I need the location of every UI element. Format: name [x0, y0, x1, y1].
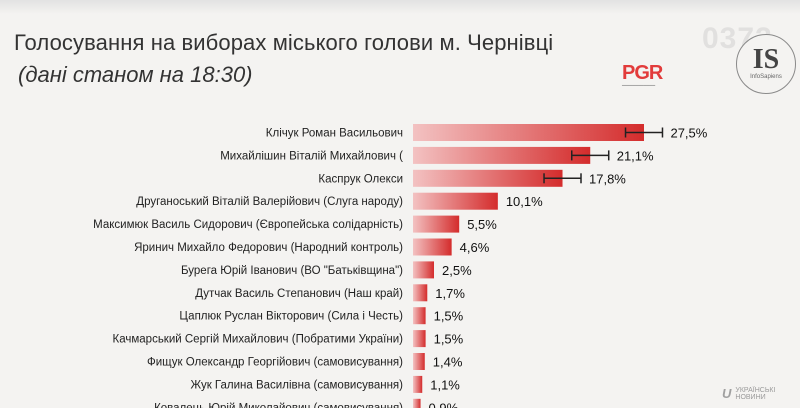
- bar: [413, 307, 426, 325]
- bar-value-label: 21,1%: [617, 148, 654, 163]
- bar-category-label: Яринич Михайло Федорович (Народний контр…: [134, 242, 403, 254]
- bar-value-label: 1,4%: [433, 355, 463, 370]
- broadcaster-text: УКРАЇНСЬКІ НОВИНИ: [735, 386, 776, 401]
- broadcaster-mark: U: [722, 386, 732, 401]
- pgr-logo: PGR ━━━━━━━━━━━: [622, 62, 682, 96]
- bar-category-label: Бурега Юрій Іванович (ВО "Батьківщина"): [181, 265, 403, 277]
- chart-title: Голосування на виборах міського голови м…: [14, 30, 554, 55]
- bar-category-label: Михайлішин Віталій Михайлович (: [220, 150, 403, 162]
- bar-value-label: 1,7%: [435, 286, 465, 301]
- bar: [413, 375, 423, 393]
- bar: [413, 169, 563, 187]
- bar: [413, 192, 498, 210]
- chart-subtitle: (дані станом на 18:30): [18, 62, 253, 87]
- bar-value-label: 5,5%: [467, 217, 497, 232]
- bar-value-label: 17,8%: [589, 171, 626, 186]
- broadcaster-logo: U УКРАЇНСЬКІ НОВИНИ: [722, 386, 800, 401]
- bar: [413, 215, 460, 233]
- bar-category-label: Ковалець Юрій Миколайович (самовисування…: [154, 402, 403, 408]
- bar-value-label: 10,1%: [506, 194, 543, 209]
- bar-value-label: 4,6%: [460, 240, 490, 255]
- bar-value-label: 1,5%: [434, 309, 464, 324]
- bar: [413, 284, 428, 302]
- infosapiens-logo: IS InfoSapiens: [736, 34, 796, 94]
- bar-category-label: Качмарський Сергій Михайлович (Побратими…: [113, 334, 404, 346]
- pgr-logo-text: PGR: [622, 62, 663, 84]
- bar-value-label: 2,5%: [442, 263, 472, 278]
- bar-category-label: Каспрук Олекси: [318, 173, 403, 185]
- top-band: [0, 0, 800, 14]
- bar-category-label: Максимюк Василь Сидорович (Європейська с…: [93, 219, 403, 231]
- bar-value-label: 27,5%: [670, 126, 707, 141]
- pgr-logo-underline: ━━━━━━━━━━━: [622, 83, 656, 89]
- bar: [413, 330, 426, 348]
- bar: [413, 146, 591, 164]
- bar-category-label: Цаплюк Руслан Вікторович (Сила і Честь): [179, 311, 403, 323]
- bar: [413, 238, 452, 256]
- bar: [413, 261, 434, 279]
- bar-value-label: 0,9%: [429, 400, 459, 408]
- bar-category-label: Друганоський Віталій Валерійович (Слуга …: [136, 196, 403, 208]
- bar-category-label: Жук Галина Василівна (самовисування): [190, 379, 403, 391]
- bar: [413, 353, 425, 370]
- bar-value-label: 1,1%: [430, 377, 460, 392]
- bar-value-label: 1,5%: [434, 332, 464, 347]
- bar-category-label: Клічук Роман Васильович: [266, 128, 403, 140]
- bar-category-label: Фищук Олександр Георгійович (самовисуван…: [147, 357, 403, 369]
- bar-category-label: Дутчак Василь Степанович (Наш край): [195, 288, 403, 300]
- infosapiens-name: InfoSapiens: [750, 74, 782, 80]
- infosapiens-letters: IS: [752, 44, 780, 75]
- bar: [413, 398, 421, 408]
- bar: [413, 124, 644, 141]
